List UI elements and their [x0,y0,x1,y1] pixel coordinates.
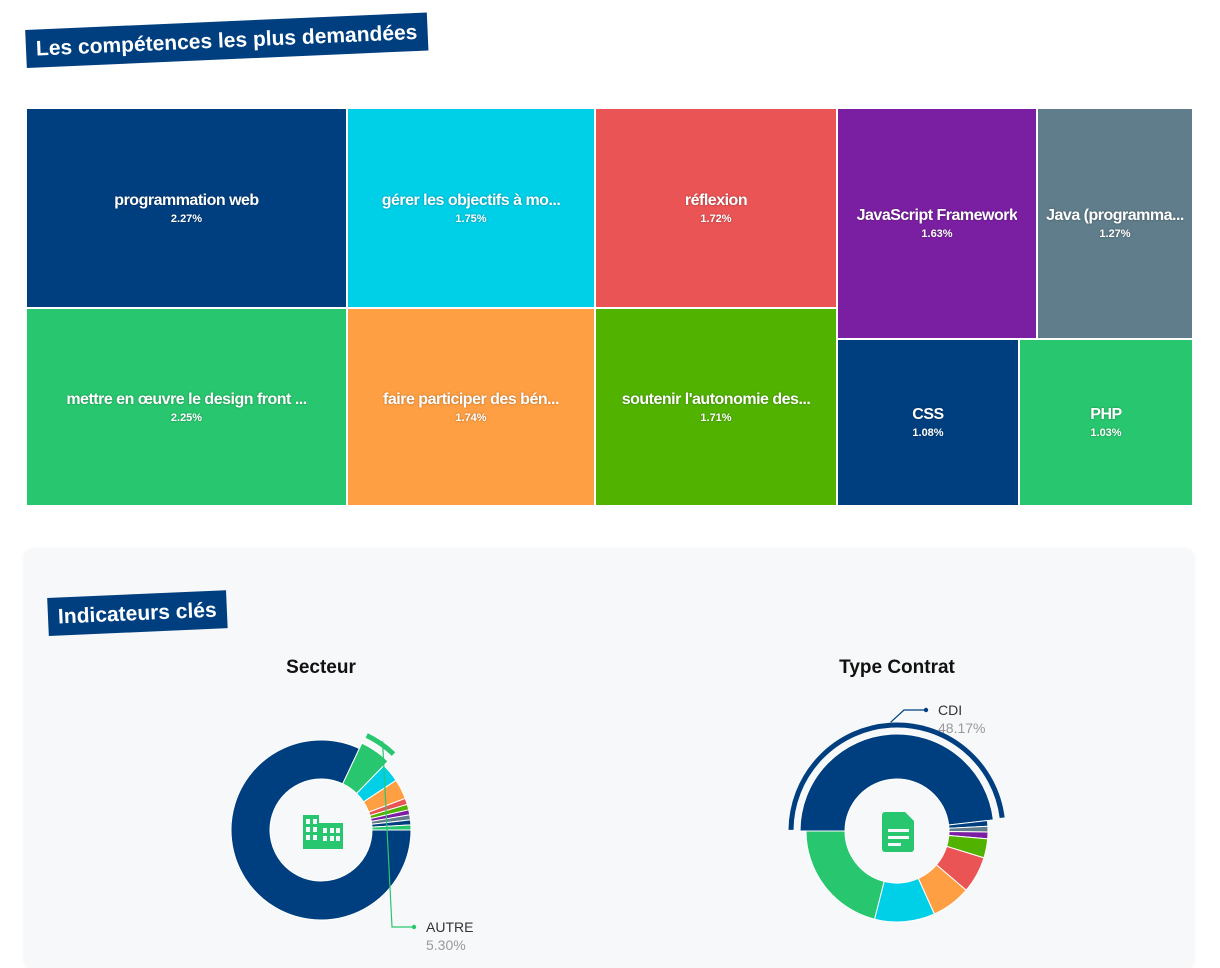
document-icon [882,812,914,852]
callout-dot [923,707,929,713]
callout-value: 48.17% [938,720,985,736]
callout-label: CDI [938,702,962,718]
treemap-tile[interactable]: réflexion 1.72% [595,108,837,308]
highlight-arc [788,722,1005,830]
donut-slice [371,824,412,831]
treemap-tile[interactable]: PHP 1.03% [1019,339,1193,506]
callout-dot [411,924,417,930]
donut-slice [230,739,412,921]
donut-slice [799,733,994,832]
skills-treemap: programmation web 2.27% mettre en œuvre le… [26,108,1193,506]
callout-line [381,741,414,928]
treemap-tile[interactable]: faire participer des bén... 1.74% [347,308,595,506]
treemap-tile-value: 2.25% [170,411,203,424]
callout-line [890,709,926,723]
donut-slice [805,830,885,920]
highlight-arc [365,733,396,756]
treemap-tile[interactable]: gérer les objectifs à mo... 1.75% [347,108,595,308]
treemap-tile-value: 1.74% [455,411,487,424]
treemap-tile-value: 1.63% [921,228,953,240]
treemap-tile-value: 1.27% [1099,228,1131,240]
callout-value: 5.30% [426,937,466,952]
contract-chart-title: Type Contrat [839,657,955,678]
treemap-tile-value: 1.71% [700,411,732,424]
treemap-tile[interactable]: JavaScript Framework 1.63% [837,108,1037,339]
sector-chart-title: Secteur [286,657,356,678]
treemap-tile-value: 1.03% [1090,427,1122,439]
treemap-tile[interactable]: programmation web 2.27% [26,108,347,308]
treemap-tile[interactable]: Java (programma... 1.27% [1037,108,1193,339]
treemap-tile-value: 1.75% [455,212,487,225]
treemap-tile[interactable]: soutenir l'autonomie des... 1.71% [595,308,837,506]
treemap-tile-value: 1.08% [912,427,944,439]
treemap-tile[interactable]: CSS 1.08% [837,339,1019,506]
treemap-tile-value: 2.27% [170,212,203,225]
treemap-tile-value: 1.72% [700,212,732,225]
callout-label: AUTRE [426,919,473,935]
treemap-tile[interactable]: mettre en œuvre le design front ... 2.25% [26,308,347,506]
building-icon [303,815,343,849]
